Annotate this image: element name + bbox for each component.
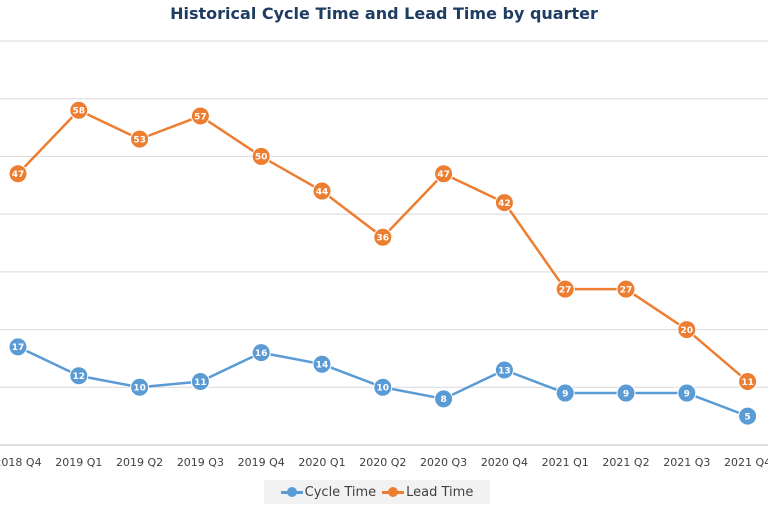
data-point [677,320,697,340]
data-point [251,146,271,166]
data-point [738,372,758,392]
data-label: 27 [559,285,572,295]
data-label: 9 [562,389,568,399]
data-point [616,279,636,299]
legend-item-lead-time: Lead Time [382,485,473,500]
data-point [738,406,758,426]
data-label: 36 [377,234,390,244]
data-label: 8 [440,395,446,405]
x-tick-label: 2020 Q4 [481,456,528,469]
data-point [555,383,575,403]
data-point [434,164,454,184]
data-label: 44 [316,187,329,197]
x-tick-label: 2018 Q4 [0,456,42,469]
data-point [130,377,150,397]
series-cycle-time: 17 12 10 11 16 14 10 8 13 9 9 9 5 [8,337,758,426]
x-tick-label: 2020 Q3 [420,456,467,469]
data-label: 53 [133,135,146,145]
data-point [555,279,575,299]
data-label: 12 [73,372,86,382]
series-layer: 17 12 10 11 16 14 10 8 13 9 9 9 5 47 58 53 57 50 44 36 47 42 2… [8,100,758,426]
data-label: 9 [623,389,629,399]
data-point [373,377,393,397]
legend: Cycle Time Lead Time [264,480,490,504]
data-label: 5 [744,412,750,422]
data-label: 47 [12,170,25,180]
legend-swatch-lead-time [382,487,405,497]
data-label: 9 [684,389,690,399]
data-point [312,354,332,374]
data-label: 47 [437,170,450,180]
data-point [494,360,514,380]
data-point [69,100,89,120]
data-label: 17 [12,343,25,353]
data-point [190,106,210,126]
data-point [677,383,697,403]
legend-swatch-cycle-time [280,487,303,497]
x-tick-label: 2019 Q2 [116,456,163,469]
x-tick-label: 2021 Q2 [602,456,649,469]
data-point [190,372,210,392]
data-label: 10 [377,384,390,394]
x-tick-label: 2019 Q1 [55,456,102,469]
data-label: 11 [741,378,754,388]
data-point [434,389,454,409]
data-label: 16 [255,349,268,359]
data-label: 14 [316,361,329,371]
data-label: 13 [498,366,511,376]
data-point [69,366,89,386]
data-point [312,181,332,201]
data-point [616,383,636,403]
series-lead-time: 47 58 53 57 50 44 36 47 42 27 27 20 11 [8,100,758,392]
chart-title: Historical Cycle Time and Lead Time by q… [170,4,598,23]
x-tick-label: 2020 Q2 [359,456,406,469]
data-label: 58 [73,107,86,117]
legend-label-cycle-time: Cycle Time [304,484,377,500]
data-label: 27 [620,285,633,295]
x-tick-label: 2019 Q4 [238,456,285,469]
legend-label-lead-time: Lead Time [406,484,474,500]
data-label: 20 [681,326,694,336]
data-point [8,164,28,184]
data-label: 50 [255,153,268,163]
x-tick-label: 2019 Q3 [177,456,224,469]
x-tick-label: 2020 Q1 [298,456,345,469]
data-label: 57 [194,112,207,122]
data-point [251,343,271,363]
data-label: 10 [133,384,146,394]
data-point [373,227,393,247]
x-axis-tick-labels: 2018 Q4 2019 Q1 2019 Q2 2019 Q3 2019 Q4 2020 … [0,456,768,469]
x-tick-label: 2021 Q4 [724,456,768,469]
data-point [8,337,28,357]
data-label: 42 [498,199,511,209]
data-point [130,129,150,149]
data-point [494,193,514,213]
x-tick-label: 2021 Q1 [542,456,589,469]
data-label: 11 [194,378,207,388]
legend-item-cycle-time: Cycle Time [280,484,377,500]
x-tick-label: 2021 Q3 [663,456,710,469]
